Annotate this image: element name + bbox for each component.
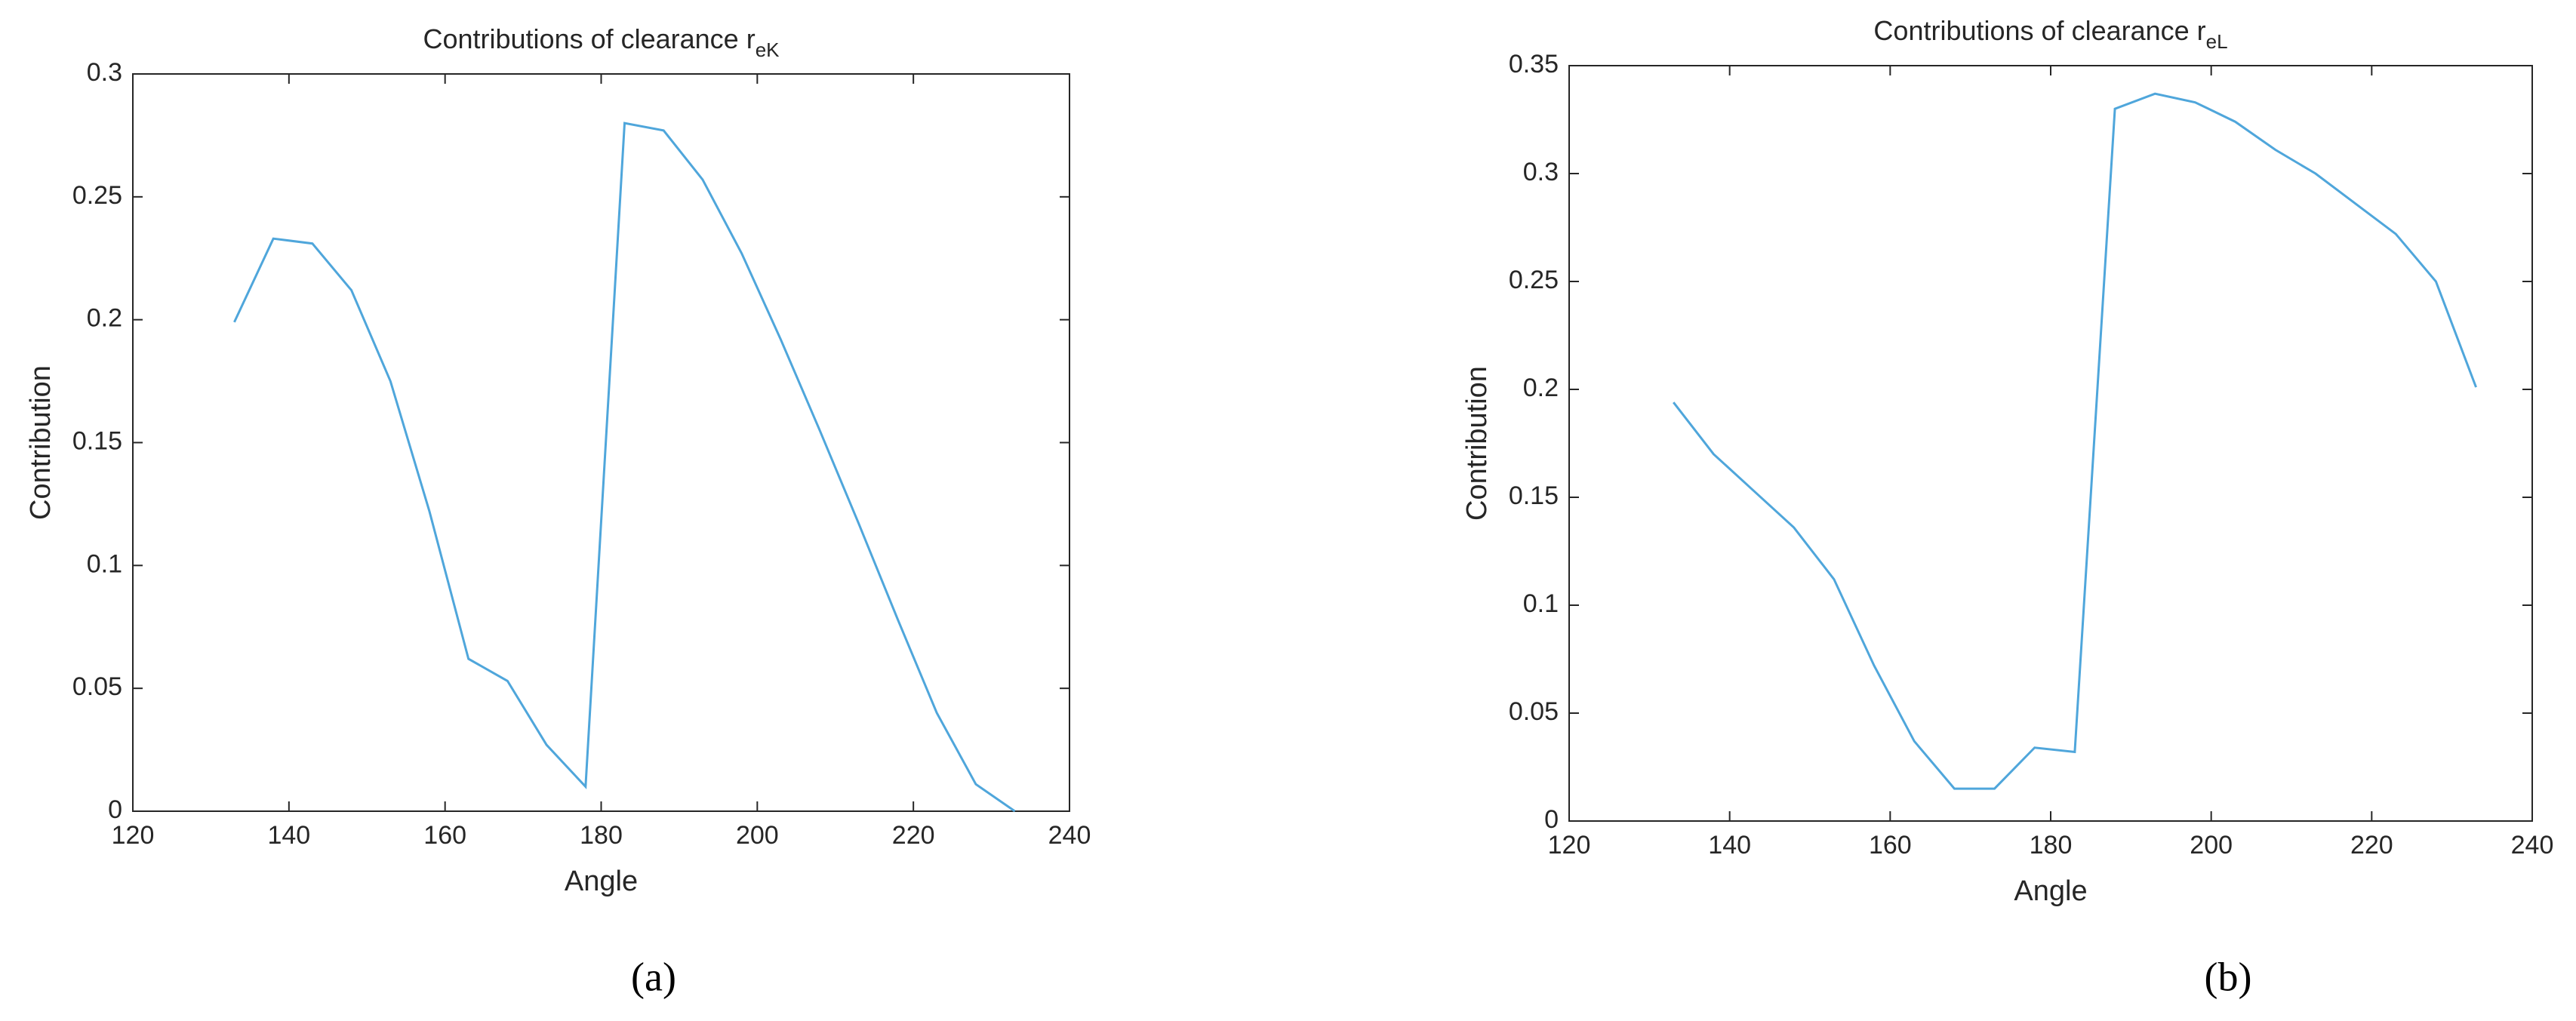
y-tick-label: 0.35 bbox=[1509, 50, 1559, 78]
y-tick-label: 0.25 bbox=[72, 181, 122, 210]
x-tick-label: 200 bbox=[736, 821, 779, 850]
y-tick-label: 0.1 bbox=[87, 549, 122, 578]
data-line bbox=[1673, 92, 2477, 790]
x-tick-label: 140 bbox=[1708, 831, 1751, 860]
y-tick-label: 0.2 bbox=[87, 304, 122, 333]
y-axis-label: Contribution bbox=[1461, 366, 1493, 521]
y-tick-label: 0.25 bbox=[1509, 266, 1559, 294]
title-main: Contributions of clearance r bbox=[1873, 15, 2205, 46]
y-tick-label: 0.05 bbox=[1509, 697, 1559, 726]
x-tick-label: 240 bbox=[1048, 821, 1091, 850]
y-tick-label: 0 bbox=[108, 795, 122, 824]
x-tick-label: 240 bbox=[2511, 831, 2554, 860]
chart: 120 140 160 180 200 220 240 0 0.05 0.1 0.15 0.2 0.25… bbox=[1461, 15, 2553, 1000]
y-tick-label: 0.3 bbox=[87, 58, 122, 87]
x-tick-label: 220 bbox=[2350, 831, 2393, 860]
y-tick-label: 0.15 bbox=[72, 426, 122, 455]
y-tick-label: 0.15 bbox=[1509, 481, 1559, 510]
y-tick-label: 0.1 bbox=[1523, 589, 1559, 618]
x-axis-label: Angle bbox=[565, 866, 638, 897]
y-axis-label: Contribution bbox=[25, 365, 57, 520]
axes-box bbox=[1568, 65, 2533, 822]
chart-title: Contributions of clearance reL bbox=[1873, 15, 2227, 53]
x-tick-label: 120 bbox=[112, 821, 155, 850]
x-tick-label: 200 bbox=[2190, 831, 2233, 860]
y-tick-label: 0 bbox=[1544, 805, 1559, 834]
x-tick-label: 220 bbox=[892, 821, 935, 850]
x-tick-label: 140 bbox=[267, 821, 310, 850]
caption: (b) bbox=[2205, 954, 2252, 999]
x-tick-label: 160 bbox=[423, 821, 466, 850]
chart-title: Contributions of clearance reK bbox=[423, 23, 780, 61]
y-tick-label: 0.3 bbox=[1523, 158, 1559, 186]
title-main: Contributions of clearance r bbox=[423, 23, 755, 54]
axes-box bbox=[132, 73, 1070, 812]
data-line bbox=[233, 121, 1016, 813]
title-subscript: eK bbox=[756, 38, 780, 61]
title-subscript: eL bbox=[2206, 30, 2228, 53]
caption: (a) bbox=[631, 954, 676, 999]
chart: 120 140 160 180 200 220 240 0 0.05 0.1 0.15 0.2 0.25… bbox=[25, 23, 1091, 1000]
x-axis-label: Angle bbox=[2014, 875, 2087, 907]
x-tick-label: 120 bbox=[1548, 831, 1591, 860]
x-tick-label: 180 bbox=[2030, 831, 2073, 860]
y-tick-label: 0.2 bbox=[1523, 374, 1559, 402]
x-tick-label: 160 bbox=[1869, 831, 1912, 860]
x-tick-label: 180 bbox=[580, 821, 623, 850]
y-tick-label: 0.05 bbox=[72, 672, 122, 701]
